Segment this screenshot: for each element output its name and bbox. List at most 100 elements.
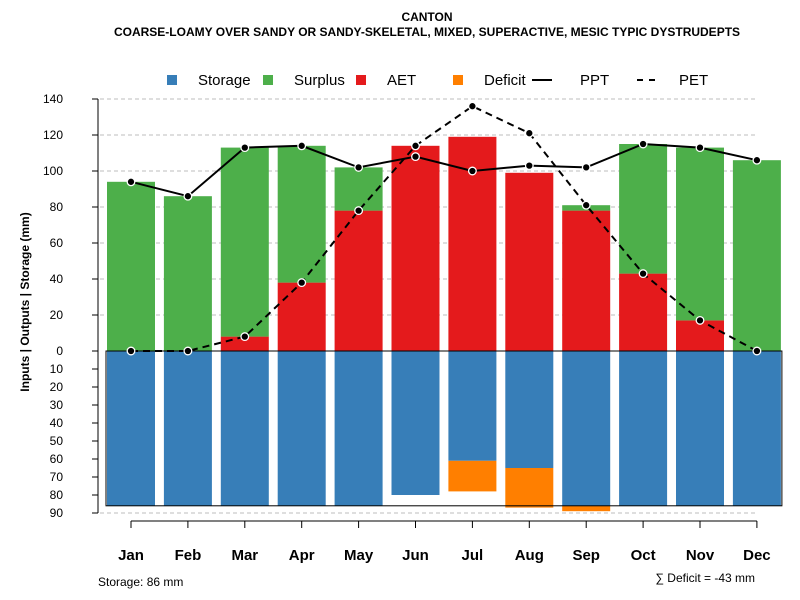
aet-bar [676,320,724,351]
chart-title: CANTON [401,10,452,24]
y-tick-label: 80 [50,488,64,502]
surplus-bar [163,196,212,351]
pet-point [695,315,705,325]
aet-bar [619,273,668,351]
x-tick-label: Dec [743,547,771,564]
y-tick-label: 40 [50,416,64,430]
pet-point [467,101,477,111]
x-tick-label: Nov [686,547,715,564]
ppt-point [695,143,705,153]
ppt-point [354,162,364,172]
storage-bar [619,351,668,506]
storage-bar [448,351,497,461]
y-tick-label: 70 [50,470,64,484]
pet-point [354,206,364,216]
y-tick-label: 30 [50,398,64,412]
deficit-bar [448,460,497,492]
aet-bar [277,282,326,351]
storage-bar [163,351,212,506]
storage-bar [676,351,724,506]
y-tick-label: 40 [50,272,64,286]
x-tick-label: Feb [175,547,202,564]
series-lines [126,101,762,356]
legend-label: AET [387,72,416,89]
pet-point [411,141,420,151]
y-tick-label: 0 [56,344,63,358]
ppt-line [130,142,758,198]
ppt-point [297,141,307,151]
storage-bar [732,351,781,506]
pet-point [126,346,136,356]
aet-bar [391,145,440,351]
storage-bar [505,351,554,468]
pet-point [183,346,193,356]
ppt-point [126,177,136,187]
ppt-point [467,166,477,176]
storage-bar [277,351,326,506]
legend-label: Storage [198,72,251,89]
chart-subtitle: COARSE-LOAMY OVER SANDY OR SANDY-SKELETA… [114,25,740,39]
ppt-point [411,152,420,162]
pet-point [297,278,307,288]
legend-swatch [263,75,273,85]
x-tick-label: Jun [402,547,429,564]
x-tick-label: May [344,547,374,564]
legend: Storage Surplus AET Deficit PPT PET [167,72,708,89]
y-tick-label: 60 [50,236,64,250]
y-axis-label: Inputs | Outputs | Storage (mm) [18,212,32,391]
x-tick-label: Mar [231,547,258,564]
storage-capacity-frame [105,350,783,507]
legend-swatch [167,75,177,85]
pet-point [581,200,591,210]
surplus-bar [334,167,383,211]
y-tick-label: 20 [50,380,64,394]
storage-bar [220,351,269,506]
ppt-point [638,139,648,149]
ppt-point [752,155,762,165]
deficit-bar [562,505,611,512]
axes: 0 20 40 60 80 100 120 140 10 20 30 40 50 60 70 80 90 Jan F… [43,92,771,564]
deficit-note: ∑ Deficit = -43 mm [655,571,755,585]
x-tick-label: Jul [462,547,484,564]
ppt-point [524,161,534,171]
surplus-bar [619,144,668,274]
ppt-point [240,143,250,153]
x-tick-label: Apr [289,547,315,564]
x-tick-label: Jan [118,547,144,564]
pet-point [638,269,648,279]
ppt-point [183,191,193,201]
surplus-bar [277,145,326,283]
aet-bar [505,172,554,351]
aet-bar [220,336,269,351]
y-tick-label: 90 [50,506,64,520]
y-tick-label: 50 [50,434,64,448]
legend-label: PET [679,72,708,89]
aet-bar [562,210,611,351]
storage-bar [562,351,611,506]
y-tick-label: 60 [50,452,64,466]
legend-label: Deficit [484,72,527,89]
aet-bar [334,210,383,351]
y-tick-label: 100 [43,164,63,178]
storage-bar [107,351,155,506]
surplus-bar [220,147,269,337]
y-tick-label: 80 [50,200,64,214]
surplus-bar [676,147,724,321]
deficit-bar [505,468,554,508]
x-tick-label: Sep [572,547,600,564]
legend-swatch [356,75,366,85]
storage-bar [334,351,383,506]
y-tick-label: 120 [43,128,63,142]
storage-note: Storage: 86 mm [98,575,183,589]
surplus-bar [732,160,781,351]
storage-bar [391,351,440,495]
surplus-bar [107,181,155,351]
legend-label: PPT [580,72,609,89]
pet-point [752,346,762,356]
x-tick-label: Aug [515,547,544,564]
y-tick-label: 140 [43,92,63,106]
legend-swatch [453,75,463,85]
ppt-point [581,162,591,172]
x-tick-label: Oct [631,547,656,564]
